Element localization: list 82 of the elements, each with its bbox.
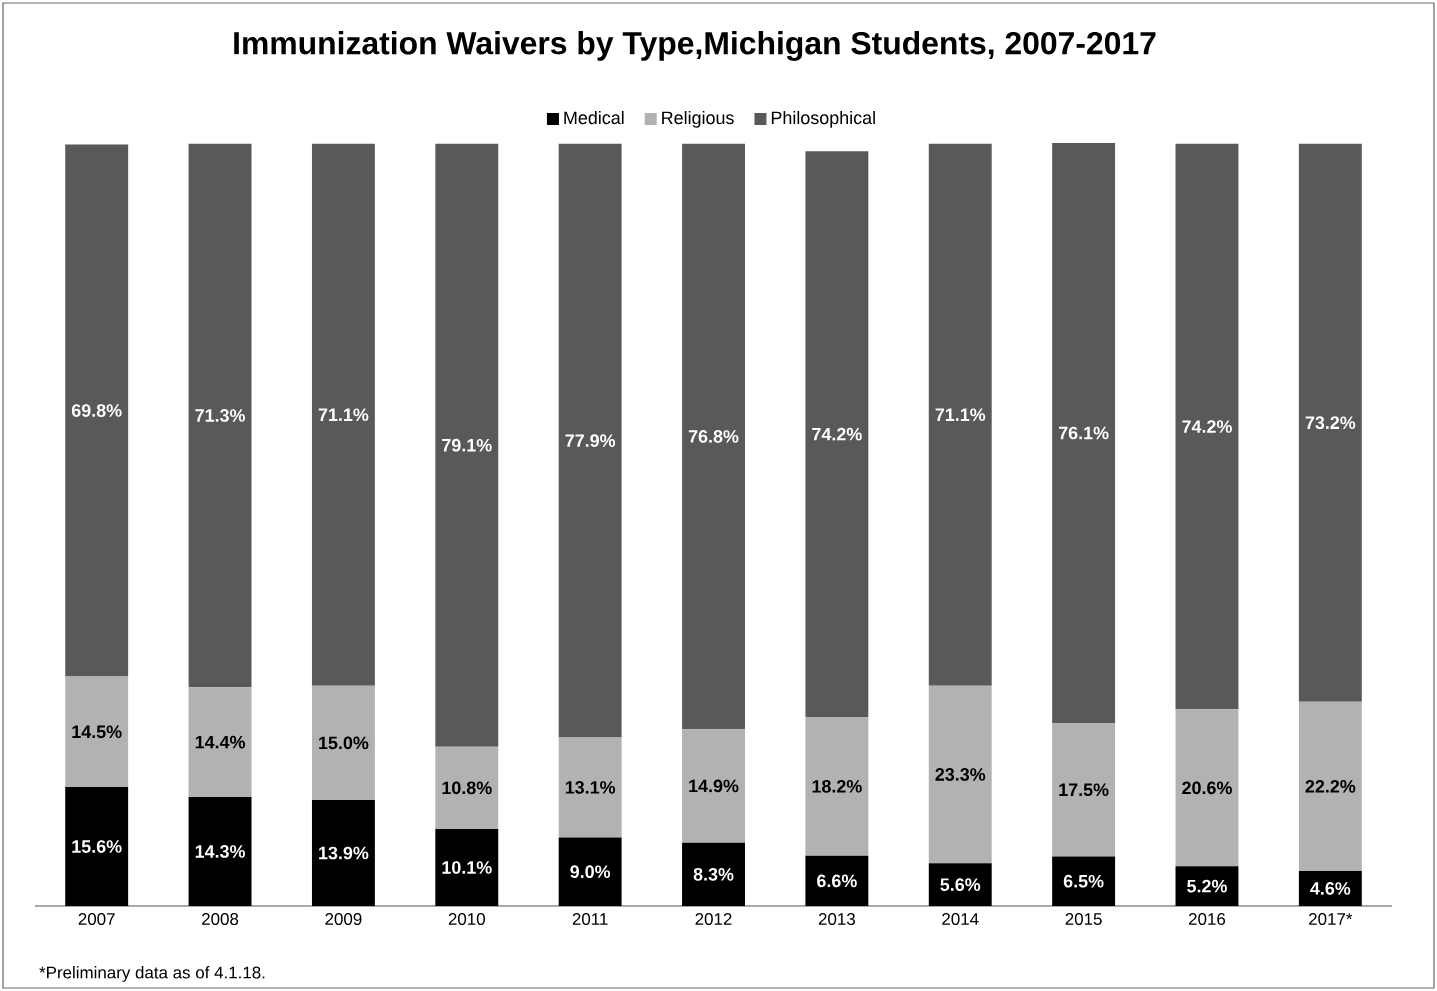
bar: [311, 143, 375, 686]
bar: [682, 842, 745, 906]
data-label: 18.2%: [812, 779, 862, 793]
data-label: 71.1%: [318, 408, 369, 422]
bar: [682, 143, 745, 730]
legend-label: Religious: [662, 110, 734, 128]
text: *Preliminary data as of 4.1.18.: [39, 966, 265, 982]
bar: [928, 863, 992, 906]
data-label: 6.6%: [817, 874, 857, 888]
bar: [558, 837, 622, 906]
data-label: 5.6%: [940, 878, 981, 891]
x-tick-label: 2009: [325, 913, 362, 925]
data-label: 15.0%: [319, 736, 369, 750]
bar: [1298, 701, 1362, 871]
data-label: 14.3%: [195, 845, 245, 858]
bar: [188, 687, 252, 797]
data-label: 71.3%: [195, 409, 245, 422]
data-label: 69.8%: [71, 404, 122, 417]
bar: [1298, 143, 1362, 702]
chart-title: Immunization Waivers by Type,Michigan Students, 2007-2017: [234, 31, 1156, 61]
data-label: 14.5%: [72, 725, 122, 739]
x-tick-label: 2017*: [1309, 913, 1353, 925]
bar: [311, 685, 375, 801]
x-tick-label: 2007: [78, 913, 115, 925]
bar: [1052, 723, 1116, 857]
data-label: 14.9%: [689, 779, 739, 793]
bar: [435, 143, 499, 747]
data-label: 23.3%: [935, 768, 986, 781]
data-label: 10.8%: [442, 781, 492, 795]
bar: [928, 143, 992, 686]
bar: [558, 143, 622, 738]
bar: [928, 685, 992, 864]
data-label: 14.4%: [195, 735, 245, 749]
data-label: 17.5%: [1059, 783, 1109, 797]
bar: [1052, 856, 1116, 906]
x-tick-label: 2010: [448, 913, 485, 925]
data-label: 71.1%: [935, 408, 986, 422]
data-label: 77.9%: [565, 434, 616, 447]
x-tick-label: 2008: [202, 913, 239, 925]
x-tick-label: 2015: [1065, 913, 1102, 925]
data-label: 15.6%: [72, 840, 122, 853]
bar: [188, 143, 252, 688]
bar: [188, 796, 252, 906]
bar: [1175, 143, 1239, 710]
data-label: 79.1%: [442, 438, 492, 452]
legend-label: Medical: [564, 110, 624, 125]
data-label: 4.6%: [1310, 882, 1351, 895]
data-label: 6.5%: [1063, 874, 1104, 888]
data-label: 73.2%: [1305, 416, 1356, 430]
data-label: 13.9%: [319, 846, 369, 860]
x-tick-label: 2014: [942, 913, 979, 925]
bar: [65, 787, 129, 906]
bar: [1052, 142, 1116, 724]
data-label: 10.1%: [442, 861, 492, 874]
data-label: 76.1%: [1058, 426, 1109, 440]
bar: [805, 151, 869, 717]
data-label: 5.2%: [1187, 879, 1227, 893]
x-tick-label: 2016: [1188, 913, 1226, 925]
x-tick-label: 2013: [818, 913, 855, 925]
bar: [1175, 709, 1239, 867]
data-label: 8.3%: [693, 867, 734, 881]
bar: [435, 829, 499, 906]
bar: [1298, 870, 1362, 906]
bar: [805, 716, 869, 856]
data-label: 74.2%: [1182, 420, 1232, 433]
legend-label: Philosophical: [771, 110, 875, 128]
bar: [435, 746, 499, 829]
bar: [311, 800, 375, 906]
data-label: 13.1%: [565, 781, 616, 794]
bar: [558, 737, 622, 838]
data-label: 9.0%: [570, 865, 611, 879]
bar: [65, 144, 129, 677]
bar: [1175, 866, 1239, 906]
bar: [805, 855, 869, 906]
data-label: 74.2%: [812, 427, 862, 441]
bar: [65, 676, 129, 788]
x-tick-label: 2011: [572, 913, 608, 925]
x-tick-label: 2012: [695, 913, 732, 925]
bar: [682, 729, 745, 843]
data-label: 76.8%: [688, 430, 739, 443]
data-label: 22.2%: [1305, 779, 1356, 793]
data-label: 20.6%: [1182, 781, 1232, 795]
